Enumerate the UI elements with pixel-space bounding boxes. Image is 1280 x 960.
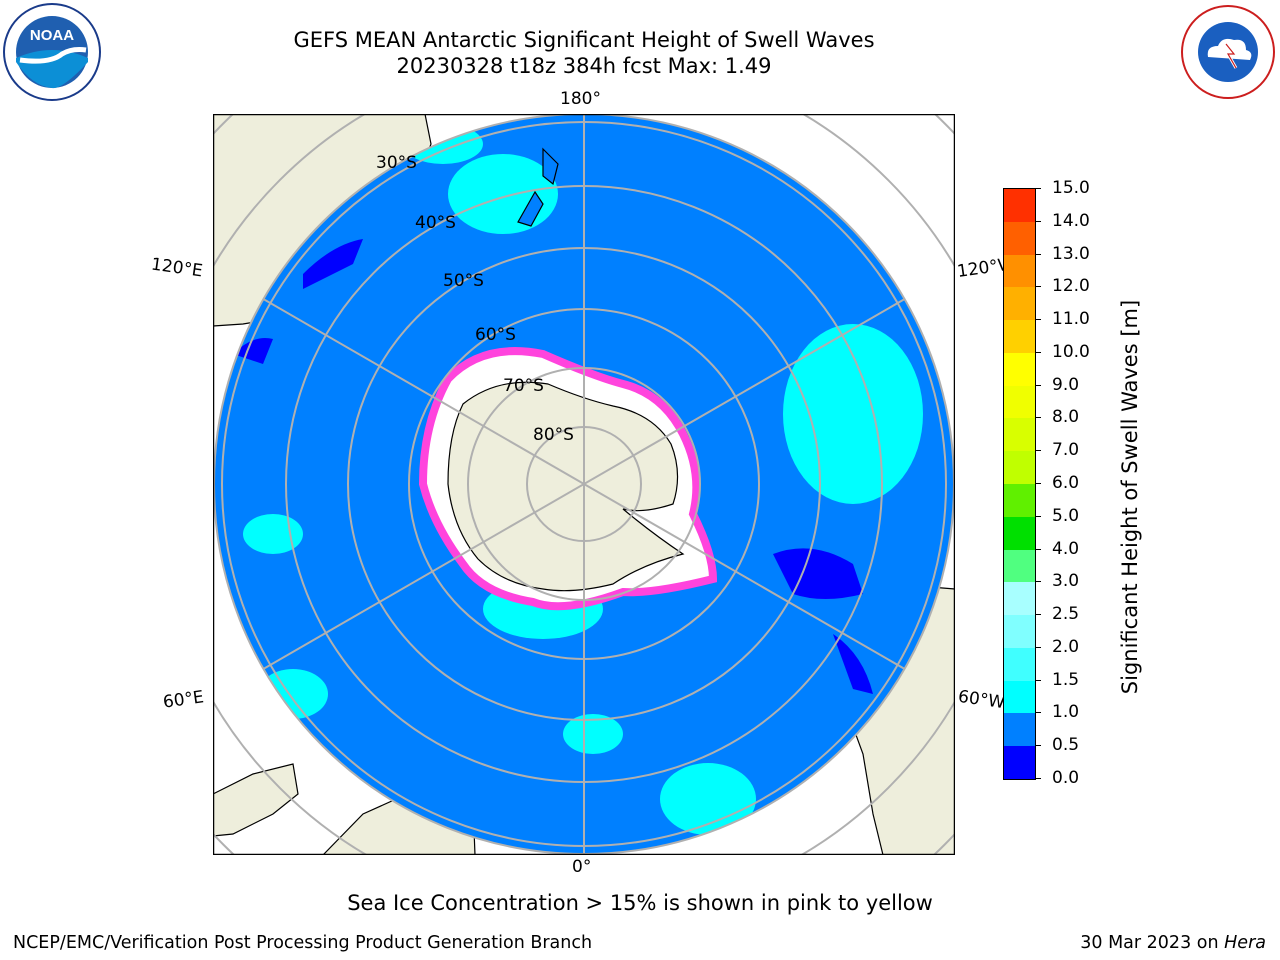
colorbar-segment: [1004, 582, 1035, 616]
chart-subtitle: 20230328 t18z 384h fcst Max: 1.49: [396, 54, 772, 78]
colorbar-segment: [1004, 516, 1035, 550]
colorbar-tick-label: 15.0: [1052, 178, 1090, 198]
footer-machine: Hera: [1224, 933, 1266, 953]
lon-label-120e: 120°E: [149, 254, 204, 282]
sea-ice-note: Sea Ice Concentration > 15% is shown in …: [347, 891, 933, 915]
colorbar-tick-label: 1.5: [1052, 669, 1080, 690]
colorbar-tick-label: 10.0: [1052, 341, 1090, 362]
graticule: [214, 114, 954, 854]
colorbar-segment: [1004, 418, 1035, 452]
colorbar-segment: [1004, 615, 1035, 648]
colorbar-tick-mark: [1035, 188, 1041, 189]
colorbar-segment: [1004, 484, 1035, 517]
colorbar-segment: [1004, 254, 1035, 288]
antarctica-land: [447, 381, 685, 592]
colorbar-tick-label: 2.5: [1052, 604, 1080, 625]
colorbar-segment: [1004, 352, 1035, 386]
colorbar-tick-mark: [1035, 646, 1041, 648]
colorbar-tick-label: 2.0: [1052, 636, 1080, 657]
colorbar-segment: [1004, 713, 1035, 747]
colorbar-ticks: 0.0 0.5 1.0 1.5 2.0 2.5 3.0 4.0 5.0 6.0 7.0 8.0 9.0 1…: [1035, 178, 1095, 788]
colorbar-segment: [1004, 746, 1035, 779]
colorbar-tick-label: 7.0: [1052, 440, 1080, 461]
colorbar-tick-label: 3.0: [1052, 571, 1080, 592]
colorbar-tick-mark: [1035, 614, 1041, 616]
nws-logo: [1181, 5, 1275, 99]
footer-date-text: 30 Mar 2023 on: [1080, 933, 1219, 953]
colorbar-segment: [1004, 680, 1035, 714]
colorbar-tick-mark: [1035, 515, 1041, 517]
lat-label-40s: 40°S: [415, 213, 456, 233]
colorbar-segment: [1004, 189, 1035, 222]
colorbar-tick-label: 0.0: [1052, 768, 1080, 788]
colorbar-segment: [1004, 647, 1035, 681]
chart-title: GEFS MEAN Antarctic Significant Height o…: [293, 28, 875, 52]
colorbar-tick-mark: [1035, 417, 1041, 419]
colorbar-segment: [1004, 221, 1035, 255]
lon-label-0: 0°: [572, 857, 592, 877]
lat-label-50s: 50°S: [443, 271, 484, 291]
footer-date: 30 Mar 2023 on Hera: [1080, 932, 1266, 954]
colorbar-tick-mark: [1035, 351, 1041, 353]
lat-label-60s: 60°S: [475, 325, 516, 345]
colorbar-tick-label: 13.0: [1052, 243, 1090, 264]
footer-credit: NCEP/EMC/Verification Post Processing Pr…: [13, 933, 593, 953]
colorbar-tick-label: 5.0: [1052, 505, 1080, 526]
madagascar-land: [213, 763, 299, 837]
colorbar-tick-label: 6.0: [1052, 473, 1080, 493]
colorbar-tick-mark: [1035, 548, 1041, 550]
lat-label-70s: 70°S: [503, 376, 544, 396]
colorbar-tick-mark: [1035, 450, 1041, 452]
colorbar-segment: [1004, 287, 1035, 321]
colorbar-tick-mark: [1035, 581, 1041, 583]
colorbar-tick-mark: [1035, 679, 1041, 681]
colorbar-tick-mark: [1035, 286, 1041, 288]
colorbar-tick-label: 8.0: [1052, 407, 1080, 428]
colorbar-tick-label: 9.0: [1052, 374, 1080, 395]
new-zealand-land: [517, 147, 559, 227]
colorbar: [1003, 188, 1036, 780]
colorbar-tick-mark: [1035, 220, 1041, 222]
lon-label-60w: 60°W: [956, 686, 1007, 714]
noaa-logo-text: NOAA: [30, 27, 74, 44]
colorbar-tick-mark: [1035, 253, 1041, 255]
colorbar-tick-mark: [1035, 483, 1041, 484]
lon-label-60e: 60°E: [161, 687, 206, 713]
colorbar-tick-mark: [1035, 745, 1041, 747]
colorbar-segment: [1004, 451, 1035, 484]
colorbar-segment: [1004, 385, 1035, 419]
colorbar-tick-label: 0.5: [1052, 735, 1080, 756]
colorbar-tick-label: 14.0: [1052, 210, 1090, 231]
lon-label-180: 180°: [560, 89, 601, 109]
swell-patches-blue: [233, 239, 873, 694]
colorbar-tick-mark: [1035, 778, 1041, 779]
colorbar-tick-mark: [1035, 319, 1041, 321]
colorbar-tick-mark: [1035, 384, 1041, 386]
lat-label-30s: 30°S: [376, 153, 417, 173]
polar-map: [213, 114, 955, 855]
lat-label-80s: 80°S: [533, 425, 574, 445]
colorbar-segment: [1004, 320, 1035, 353]
colorbar-tick-label: 11.0: [1052, 309, 1090, 330]
colorbar-segment: [1004, 549, 1035, 583]
colorbar-label: Significant Height of Swell Waves [m]: [1118, 299, 1142, 695]
colorbar-tick-mark: [1035, 712, 1041, 714]
colorbar-tick-label: 4.0: [1052, 538, 1080, 559]
colorbar-tick-label: 12.0: [1052, 276, 1090, 297]
noaa-logo: NOAA: [3, 3, 101, 101]
colorbar-tick-label: 1.0: [1052, 702, 1080, 723]
